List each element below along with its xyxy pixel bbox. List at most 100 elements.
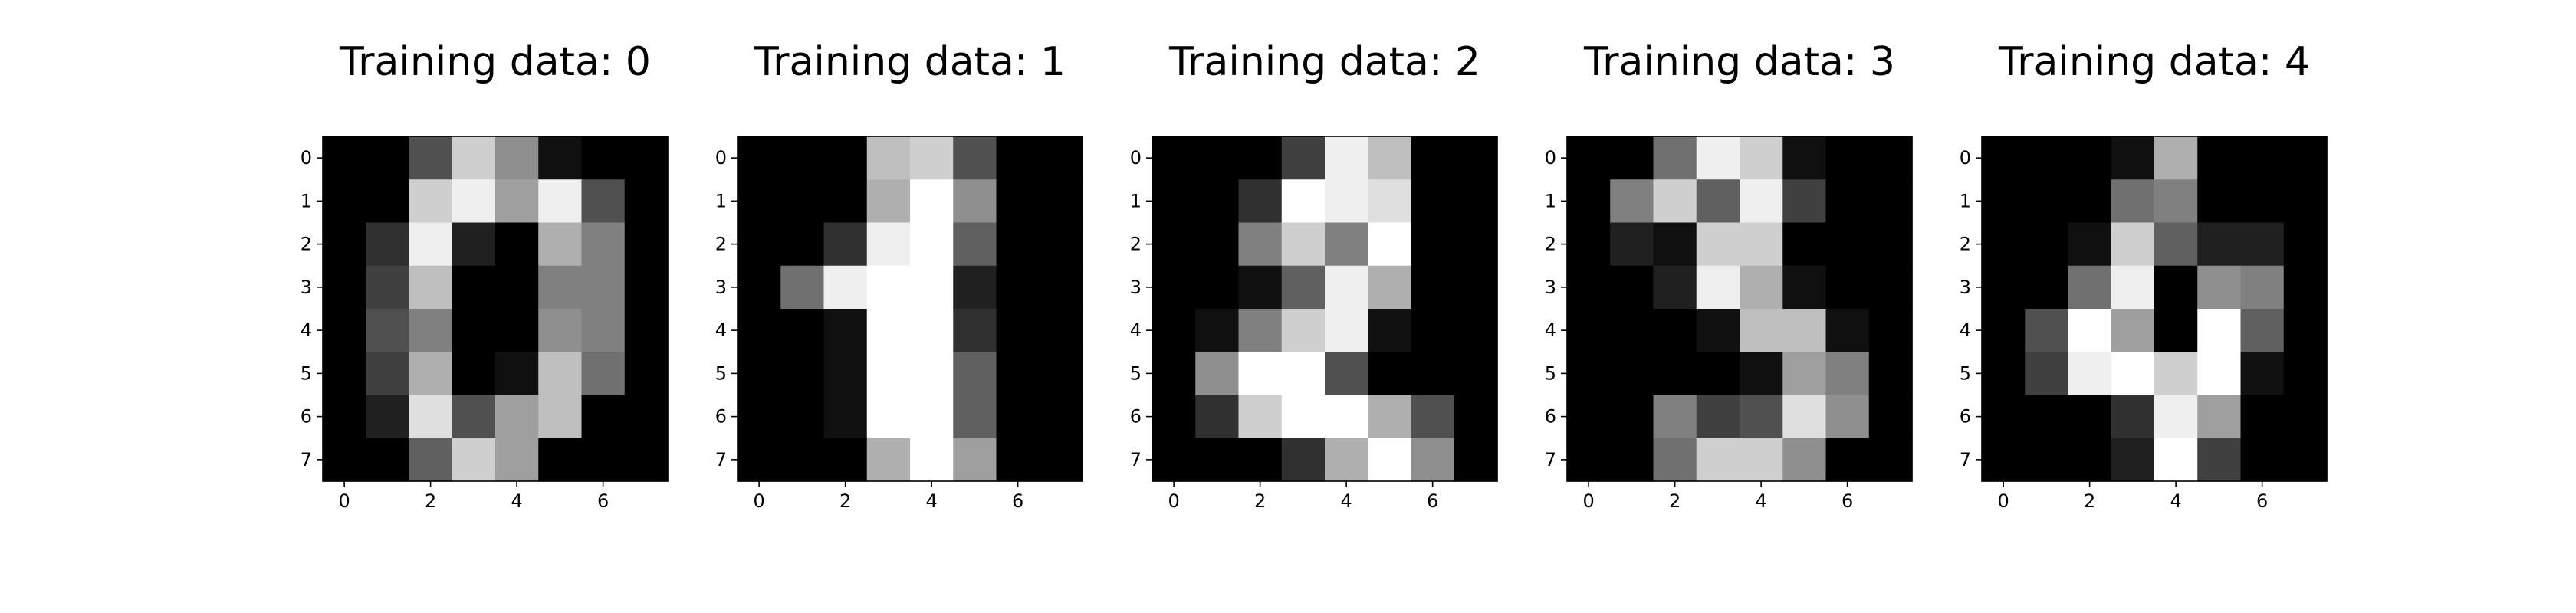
pixel-cell <box>1454 309 1498 352</box>
pixel-cell <box>1696 309 1740 352</box>
pixel-cell <box>2068 136 2112 180</box>
x-tick-label: 0 <box>338 490 350 512</box>
pixel-cell <box>2154 395 2198 439</box>
y-tick-label: 1 <box>715 190 727 211</box>
pixel-cell <box>1152 222 1196 267</box>
pixel-cell <box>2025 395 2069 439</box>
pixel-cell <box>1368 222 1412 267</box>
pixel-cell <box>1696 222 1740 267</box>
pixel-cell <box>738 352 781 396</box>
pixel-cell <box>409 309 453 352</box>
pixel-cell <box>738 179 781 224</box>
pixel-cell <box>495 438 539 482</box>
x-tick-label: 2 <box>1254 490 1266 512</box>
panel-title: Training data: 3 <box>1583 39 1895 85</box>
pixel-cell <box>1195 179 1240 224</box>
pixel-cell <box>953 179 997 224</box>
pixel-cell <box>409 438 453 482</box>
pixel-cell <box>1195 136 1240 180</box>
pixel-cell <box>624 136 669 180</box>
axes-frame <box>322 136 669 482</box>
pixel-cell <box>1368 179 1412 224</box>
x-tick-label: 0 <box>1997 490 2009 512</box>
pixel-cell <box>953 136 997 180</box>
pixel-cell <box>2025 179 2069 224</box>
y-tick-label: 1 <box>301 190 312 211</box>
y-tick-label: 5 <box>715 362 727 384</box>
pixel-cell <box>1610 352 1654 396</box>
panel-title: Training data: 0 <box>339 39 651 85</box>
pixel-cell <box>1567 136 1611 180</box>
pixel-cell <box>1868 222 1913 267</box>
pixel-cell <box>1411 136 1455 180</box>
pixel-cell <box>2025 309 2069 352</box>
digit-panel-4: Training data: 4 0 2 4 6 0 1 2 3 4 5 6 7 <box>1960 39 2328 512</box>
pixel-cell <box>1982 222 2026 267</box>
y-tick-label: 2 <box>1130 234 1142 255</box>
pixel-cell <box>1825 265 1870 310</box>
x-tick-label: 6 <box>1842 490 1853 512</box>
pixel-cell <box>1039 222 1083 267</box>
y-tick-label: 0 <box>1960 147 1971 169</box>
pixel-cell <box>910 136 954 180</box>
y-tick-label: 3 <box>1960 277 1971 298</box>
pixel-cell <box>1696 179 1740 224</box>
pixel-cell <box>1325 136 1368 180</box>
pixel-cell <box>495 352 539 396</box>
pixel-cell <box>1454 265 1498 310</box>
pixel-cell <box>738 309 781 352</box>
y-tick-label: 2 <box>1545 234 1556 255</box>
pixel-cell <box>538 309 583 352</box>
pixel-cell <box>2283 222 2328 267</box>
pixel-cell <box>538 222 583 267</box>
pixel-cell <box>866 395 911 439</box>
y-tick-label: 2 <box>715 234 727 255</box>
x-tick-label: 4 <box>2170 490 2181 512</box>
pixel-cell <box>1238 352 1283 396</box>
pixel-cell <box>1653 136 1697 180</box>
pixel-cell <box>1454 438 1498 482</box>
pixel-cell <box>2283 136 2328 180</box>
x-tick-label: 6 <box>1427 490 1438 512</box>
pixel-cell <box>2283 179 2328 224</box>
y-tick-label: 1 <box>1130 190 1142 211</box>
pixel-cell <box>409 179 453 224</box>
pixel-cell <box>1195 309 1240 352</box>
pixel-cell <box>1152 352 1196 396</box>
x-tick-label: 2 <box>840 490 851 512</box>
pixel-cell <box>1783 222 1827 267</box>
pixel-cell <box>452 222 496 267</box>
y-tick-label: 6 <box>1130 406 1142 428</box>
x-tick-label: 4 <box>511 490 522 512</box>
pixel-cell <box>1454 352 1498 396</box>
pixel-cell <box>1653 222 1697 267</box>
pixel-cell <box>1696 265 1740 310</box>
pixel-cell <box>1982 136 2026 180</box>
pixel-cell <box>581 265 626 310</box>
pixel-cell <box>1152 309 1196 352</box>
pixel-cell <box>1868 395 1913 439</box>
pixel-cell <box>1653 352 1697 396</box>
pixel-cell <box>2154 309 2198 352</box>
y-tick-label: 6 <box>301 406 312 428</box>
pixel-cell <box>996 352 1040 396</box>
pixel-cell <box>1238 438 1283 482</box>
pixel-cell <box>910 438 954 482</box>
pixel-cell <box>1281 352 1326 396</box>
pixel-cell <box>1454 179 1498 224</box>
pixel-cell <box>1039 265 1083 310</box>
pixel-cell <box>538 352 583 396</box>
pixel-cell <box>1454 136 1498 180</box>
pixel-cell <box>823 309 868 352</box>
pixel-cell <box>1368 136 1412 180</box>
y-tick-label: 3 <box>715 277 727 298</box>
pixel-cell <box>1825 438 1870 482</box>
digit-panel-1: Training data: 1 0 2 4 6 0 1 2 3 4 5 6 7 <box>715 39 1083 512</box>
y-tick-label: 4 <box>1545 320 1556 341</box>
pixel-cell <box>1740 136 1783 180</box>
x-tick-label: 2 <box>425 490 436 512</box>
pixel-cell <box>910 309 954 352</box>
pixel-cell <box>2197 179 2242 224</box>
pixel-cell <box>1368 352 1412 396</box>
pixel-cell <box>866 136 911 180</box>
